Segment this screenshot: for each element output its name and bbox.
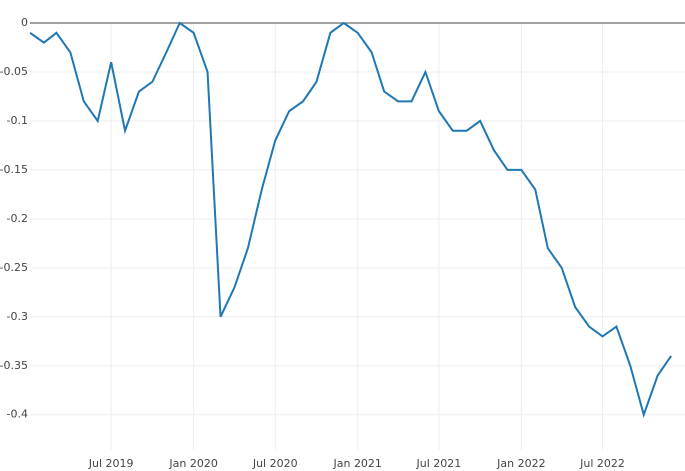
y-tick-label: -0.05	[0, 65, 28, 78]
x-tick-label: Jan 2022	[496, 457, 545, 470]
y-tick-label: -0.15	[0, 163, 28, 176]
x-tick-label: Jul 2020	[252, 457, 298, 470]
x-tick-label: Jul 2022	[579, 457, 625, 470]
y-tick-label: -0.1	[7, 114, 28, 127]
x-tick-label: Jan 2020	[168, 457, 217, 470]
y-tick-label: 0	[21, 16, 28, 29]
x-tick-label: Jul 2021	[415, 457, 461, 470]
y-tick-label: -0.25	[0, 261, 28, 274]
y-tick-label: -0.2	[7, 212, 28, 225]
x-tick-label: Jan 2021	[332, 457, 381, 470]
y-tick-label: -0.4	[7, 408, 28, 421]
y-tick-label: -0.3	[7, 310, 28, 323]
x-tick-label: Jul 2019	[88, 457, 134, 470]
y-tick-label: -0.35	[0, 359, 28, 372]
line	[29, 21, 672, 419]
